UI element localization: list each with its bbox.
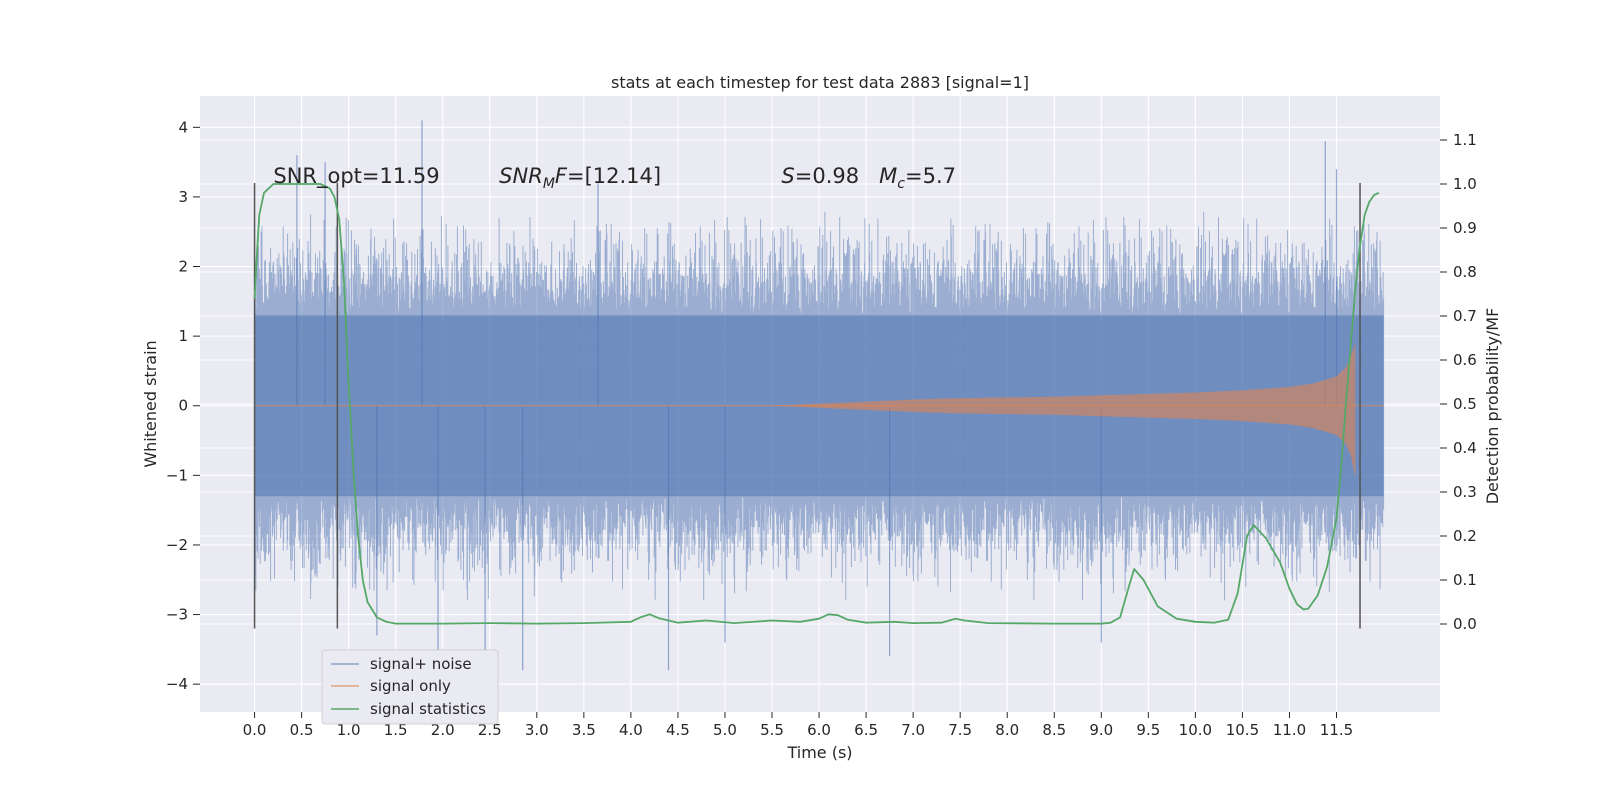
y-left-tick-label: −1 — [166, 466, 188, 484]
vertical-markers — [253, 183, 1361, 629]
x-tick-label: 6.0 — [807, 721, 831, 739]
signal-chirp-envelope — [772, 343, 1356, 478]
x-tick-label: 2.0 — [431, 721, 455, 739]
x-tick-label: 10.5 — [1226, 721, 1259, 739]
x-tick-label: 4.0 — [619, 721, 643, 739]
y-left-tick-label: −2 — [166, 536, 188, 554]
y-left-tick-label: 2 — [178, 258, 188, 276]
y-right-tick-label: 0.5 — [1453, 395, 1477, 413]
y-right-tick-label: 0.0 — [1453, 615, 1477, 633]
y-axis-right: 1.1 1.0 0.9 0.8 0.7 0.6 0.5 0.4 0.3 0.2 0.1 0.0 — [1440, 131, 1477, 633]
y-axis-left-label: Whitened strain — [141, 340, 160, 467]
y-right-tick-label: 1.0 — [1453, 175, 1477, 193]
legend-label-statistics: signal statistics — [370, 700, 486, 718]
y-left-tick-label: −3 — [166, 606, 188, 624]
x-tick-label: 5.0 — [713, 721, 737, 739]
x-tick-label: 9.5 — [1136, 721, 1160, 739]
x-tick-label: 8.5 — [1042, 721, 1066, 739]
y-axis-left: 4 3 2 1 0 −1 −2 −3 −4 — [166, 118, 200, 693]
x-tick-label: 1.5 — [384, 721, 408, 739]
signal-series — [254, 343, 1384, 478]
y-left-tick-label: −4 — [166, 675, 188, 693]
y-right-tick-label: 1.1 — [1453, 131, 1477, 149]
y-right-tick-label: 0.9 — [1453, 219, 1477, 237]
annotations: SNR_opt=11.59 SNRMF=[12.14] S=0.98 Mc=5.7 — [273, 164, 956, 192]
y-right-tick-label: 0.4 — [1453, 439, 1477, 457]
y-left-tick-label: 0 — [178, 397, 188, 415]
y-left-tick-label: 4 — [178, 118, 188, 136]
statistic-series — [253, 183, 1380, 625]
y-right-tick-label: 0.7 — [1453, 307, 1477, 325]
chart-title: stats at each timestep for test data 288… — [611, 73, 1029, 92]
x-axis-label: Time (s) — [786, 743, 852, 762]
annotation-snr_opt: SNR_opt=11.59 — [273, 164, 439, 189]
noise-spikes — [296, 120, 1338, 685]
statistic-line — [253, 183, 1380, 625]
annotation-s_mc: S=0.98 Mc=5.7 — [781, 164, 956, 192]
x-axis: 0.0 0.5 1.0 1.5 2.0 2.5 3.0 3.5 4.0 4.5 5.0 5.5 6.0 6… — [243, 712, 1353, 739]
x-tick-label: 3.5 — [572, 721, 596, 739]
y-right-tick-label: 0.2 — [1453, 527, 1477, 545]
y-left-tick-label: 3 — [178, 188, 188, 206]
x-tick-label: 2.5 — [478, 721, 502, 739]
x-tick-label: 3.0 — [525, 721, 549, 739]
y-left-tick-label: 1 — [178, 327, 188, 345]
x-tick-label: 0.0 — [243, 721, 267, 739]
annotation-snr_mf: SNRMF=[12.14] — [499, 164, 661, 192]
legend-label-signal: signal only — [370, 677, 451, 695]
x-tick-label: 10.0 — [1179, 721, 1212, 739]
x-tick-label: 11.0 — [1273, 721, 1306, 739]
x-tick-label: 7.0 — [901, 721, 925, 739]
y-right-tick-label: 0.1 — [1453, 571, 1477, 589]
legend: signal+ noise signal only signal statist… — [321, 649, 499, 725]
y-axis-right-label: Detection probability/MF — [1483, 308, 1502, 505]
x-tick-label: 1.0 — [337, 721, 361, 739]
x-tick-label: 8.0 — [995, 721, 1019, 739]
y-right-tick-label: 0.8 — [1453, 263, 1477, 281]
y-right-tick-label: 0.6 — [1453, 351, 1477, 369]
x-tick-label: 7.5 — [948, 721, 972, 739]
x-tick-label: 5.5 — [760, 721, 784, 739]
legend-box — [321, 649, 499, 725]
x-tick-label: 11.5 — [1320, 721, 1353, 739]
x-tick-label: 4.5 — [666, 721, 690, 739]
legend-label-noise: signal+ noise — [370, 655, 472, 673]
x-tick-label: 6.5 — [854, 721, 878, 739]
x-tick-label: 9.0 — [1089, 721, 1113, 739]
y-right-tick-label: 0.3 — [1453, 483, 1477, 501]
x-tick-label: 0.5 — [290, 721, 314, 739]
